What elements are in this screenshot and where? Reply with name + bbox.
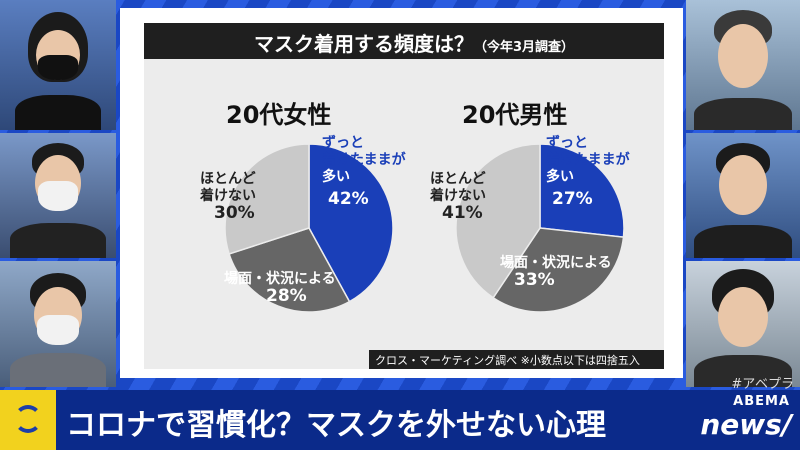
male-always-pct: 27% (552, 189, 593, 209)
hashtag: #アベプラ (731, 377, 794, 392)
abema-news-logo: ABEMA news/ (682, 394, 792, 446)
female-always-pct: 42% (328, 189, 369, 209)
logo-bottom-text: news/ (700, 408, 792, 441)
camera-feed-left-1 (0, 0, 116, 130)
chart-title-text: マスク着用する頻度は？ (254, 32, 474, 56)
female-rarely-label: ほとんど 着けない 30% (200, 171, 256, 223)
chart-subtitle: （今年3月調査） (474, 40, 575, 55)
male-always-label: ずっと 着けたままが 多い (546, 135, 630, 185)
pie-male (455, 143, 625, 313)
chart-title: マスク着用する頻度は？（今年3月調査） (254, 28, 574, 57)
chart-panel: マスク着用する頻度は？（今年3月調査） 20代女性 20代男性 ずっと 着けたま… (120, 8, 683, 378)
pie-slice-female-0 (308, 143, 394, 303)
camera-feed-left-2 (0, 133, 116, 258)
pie-slice-female-2 (224, 143, 310, 255)
logo-top-text: ABEMA (733, 394, 790, 409)
pie-label-female: 20代女性 (226, 101, 332, 129)
pie-female (224, 143, 394, 313)
source-bar: クロス・マーケティング調べ ※小数点以下は四捨五入 (369, 350, 664, 369)
pie-slice-male-2 (455, 143, 541, 299)
male-rarely-label: ほとんど 着けない 41% (430, 171, 486, 223)
pie-slice-male-1 (492, 227, 625, 313)
headline: コロナで習慣化？マスクを外せない心理 (66, 408, 606, 443)
title-bar: マスク着用する頻度は？（今年3月調査） (144, 23, 664, 59)
camera-feed-right-2 (686, 133, 800, 258)
pie-slice-male-0 (539, 143, 625, 238)
source-text: クロス・マーケティング調べ ※小数点以下は四捨五入 (375, 354, 640, 367)
pie-slice-female-1 (228, 227, 351, 313)
pie-label-male: 20代男性 (462, 101, 568, 129)
camera-feed-right-1 (686, 0, 800, 130)
female-situational-label: 場面・状況による 28% (224, 271, 336, 306)
camera-feed-left-3 (0, 261, 116, 387)
female-always-label: ずっと 着けたままが 多い (322, 135, 406, 185)
camera-feed-right-3 (686, 261, 800, 387)
pie-charts (224, 143, 625, 313)
refresh-icon (0, 390, 56, 450)
male-situational-label: 場面・状況による 33% (500, 255, 612, 290)
lower-third: コロナで習慣化？マスクを外せない心理 ABEMA news/ (0, 390, 800, 450)
chart-card: マスク着用する頻度は？（今年3月調査） 20代女性 20代男性 ずっと 着けたま… (144, 23, 664, 369)
